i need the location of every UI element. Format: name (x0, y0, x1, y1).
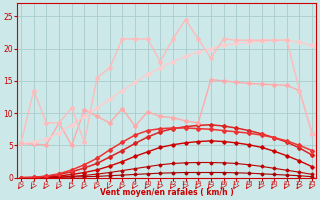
X-axis label: Vent moyen/en rafales ( km/h ): Vent moyen/en rafales ( km/h ) (100, 188, 234, 197)
